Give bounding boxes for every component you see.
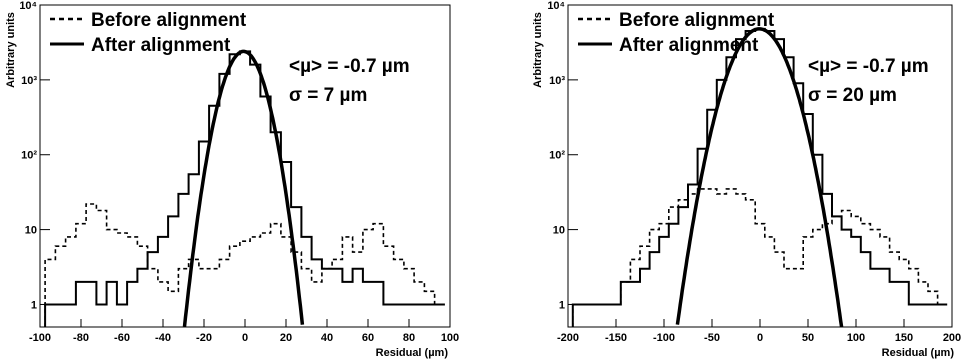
x-tick-label: -20 bbox=[196, 332, 212, 344]
y-tick-label: 10² bbox=[21, 150, 37, 162]
series-before-alignment bbox=[44, 203, 445, 327]
legend-label-after: After alignment bbox=[91, 35, 231, 56]
x-tick-label: 40 bbox=[321, 332, 333, 344]
y-axis-title: Arbitrary units bbox=[532, 12, 544, 88]
series-after-alignment bbox=[44, 50, 445, 327]
y-tick-label: 1 bbox=[559, 299, 565, 311]
gaussian-fit-curve bbox=[675, 27, 844, 328]
y-axis-title: Arbitrary units bbox=[5, 12, 17, 88]
x-tick-label: -40 bbox=[155, 332, 171, 344]
x-tick-label: -50 bbox=[704, 332, 720, 344]
y-tick-label: 10⁴ bbox=[547, 0, 565, 12]
x-tick-label: 200 bbox=[943, 332, 961, 344]
annotation-mean: <µ> = -0.7 µm bbox=[289, 56, 410, 77]
legend: Before alignment After alignment bbox=[578, 10, 775, 56]
x-axis-title: Residual (µm) bbox=[882, 347, 955, 359]
legend-label-after: After alignment bbox=[619, 35, 759, 56]
annotation-sigma: σ = 20 µm bbox=[808, 85, 897, 106]
x-tick-label: 20 bbox=[280, 332, 292, 344]
x-axis-title: Residual (µm) bbox=[376, 347, 449, 359]
x-tick-label: -80 bbox=[73, 332, 89, 344]
x-tick-label: 0 bbox=[757, 332, 763, 344]
chart-panel-before-after-alignment-wide: Arbitrary units Residual (µm) Before ali… bbox=[532, 0, 961, 359]
x-tick-label: -100 bbox=[29, 332, 51, 344]
x-tick-label: -150 bbox=[605, 332, 627, 344]
x-tick-label: 100 bbox=[847, 332, 865, 344]
y-tick-label: 10³ bbox=[21, 75, 37, 87]
x-tick-label: -100 bbox=[653, 332, 675, 344]
series-before-alignment bbox=[572, 188, 948, 327]
legend-label-before: Before alignment bbox=[91, 10, 247, 31]
x-tick-label: 60 bbox=[362, 332, 374, 344]
x-tick-label: 150 bbox=[895, 332, 913, 344]
chart-panel-before-after-alignment-narrow: Arbitrary units Residual (µm) Before ali… bbox=[5, 0, 459, 359]
legend-label-before: Before alignment bbox=[619, 10, 775, 31]
legend: Before alignment After alignment bbox=[50, 10, 247, 56]
y-tick-label: 10² bbox=[549, 150, 565, 162]
gaussian-fit-curve bbox=[182, 49, 305, 327]
x-tick-label: 80 bbox=[403, 332, 415, 344]
annotation-sigma: σ = 7 µm bbox=[289, 85, 367, 106]
y-tick-label: 10⁴ bbox=[19, 0, 37, 12]
y-tick-label: 10 bbox=[553, 225, 565, 237]
y-tick-label: 10 bbox=[25, 225, 37, 237]
y-tick-label: 10³ bbox=[549, 75, 565, 87]
x-tick-label: 50 bbox=[802, 332, 814, 344]
x-tick-label: 0 bbox=[242, 332, 248, 344]
x-tick-label: 100 bbox=[441, 332, 459, 344]
annotation-mean: <µ> = -0.7 µm bbox=[808, 56, 929, 77]
y-tick-label: 1 bbox=[31, 299, 37, 311]
x-tick-label: -200 bbox=[557, 332, 579, 344]
x-tick-label: -60 bbox=[114, 332, 130, 344]
